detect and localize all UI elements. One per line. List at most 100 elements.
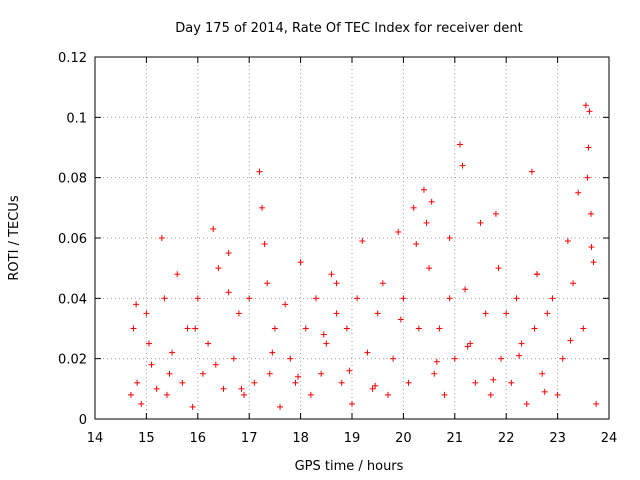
data-point bbox=[413, 241, 420, 248]
data-point bbox=[158, 235, 165, 241]
data-point bbox=[516, 352, 523, 359]
data-point bbox=[464, 343, 471, 350]
data-point bbox=[184, 325, 191, 332]
data-point bbox=[266, 370, 273, 377]
data-point bbox=[586, 108, 593, 115]
data-points bbox=[127, 102, 600, 410]
data-point bbox=[410, 204, 417, 211]
x-tick-label: 24 bbox=[601, 431, 618, 446]
data-point bbox=[395, 228, 402, 235]
data-point bbox=[354, 295, 361, 302]
data-point bbox=[333, 280, 340, 287]
data-point bbox=[433, 358, 440, 365]
data-point bbox=[295, 373, 302, 380]
data-point bbox=[161, 295, 168, 302]
data-point bbox=[426, 265, 433, 272]
x-tick-label: 20 bbox=[395, 431, 412, 446]
data-point bbox=[292, 379, 299, 386]
data-point bbox=[148, 361, 155, 368]
data-point bbox=[487, 391, 494, 398]
data-point bbox=[539, 370, 546, 377]
data-point bbox=[570, 280, 577, 287]
data-point bbox=[145, 340, 152, 347]
data-point bbox=[495, 265, 502, 272]
data-point bbox=[328, 271, 335, 278]
data-point bbox=[415, 325, 422, 332]
data-point bbox=[482, 310, 489, 317]
data-point bbox=[212, 361, 219, 368]
data-point bbox=[323, 340, 330, 347]
data-point bbox=[333, 310, 340, 317]
x-tick-label: 23 bbox=[549, 431, 566, 446]
data-point bbox=[541, 388, 548, 395]
data-point bbox=[271, 325, 278, 332]
data-point bbox=[384, 391, 391, 398]
data-point bbox=[498, 355, 505, 362]
data-point bbox=[477, 219, 484, 226]
data-point bbox=[256, 168, 263, 175]
data-point bbox=[369, 385, 376, 392]
data-point bbox=[420, 186, 427, 193]
data-point bbox=[390, 355, 397, 362]
data-point bbox=[580, 325, 587, 332]
x-tick-label: 19 bbox=[344, 431, 361, 446]
data-point bbox=[436, 325, 443, 332]
data-point bbox=[225, 250, 232, 257]
data-point bbox=[220, 385, 227, 392]
data-point bbox=[582, 102, 589, 109]
data-point bbox=[467, 340, 474, 347]
data-point bbox=[508, 379, 515, 386]
data-point bbox=[431, 370, 438, 377]
data-point bbox=[584, 174, 591, 181]
data-point bbox=[364, 349, 371, 356]
data-point bbox=[588, 210, 595, 217]
data-point bbox=[564, 238, 571, 245]
data-point bbox=[318, 370, 325, 377]
y-tick-label: 0.04 bbox=[58, 292, 87, 307]
x-tick-label: 15 bbox=[138, 431, 155, 446]
data-point bbox=[199, 370, 206, 377]
y-tick-label: 0.08 bbox=[58, 172, 87, 187]
data-point bbox=[559, 355, 566, 362]
data-point bbox=[379, 280, 386, 287]
y-tick-label: 0.12 bbox=[58, 51, 87, 66]
data-point bbox=[428, 198, 435, 205]
data-point bbox=[169, 349, 176, 356]
data-point bbox=[451, 355, 458, 362]
data-point bbox=[513, 295, 520, 302]
data-point bbox=[534, 271, 541, 278]
data-point bbox=[287, 355, 294, 362]
x-tick-label: 18 bbox=[292, 431, 309, 446]
axis-ticks: 14 15 16 17 18 19 20 21 22 23 24 0 0.02 0.04 0.06 0.08 0… bbox=[58, 51, 617, 446]
data-point bbox=[531, 325, 538, 332]
data-point bbox=[423, 219, 430, 226]
data-point bbox=[302, 325, 309, 332]
data-point bbox=[405, 379, 412, 386]
data-point bbox=[134, 379, 141, 386]
data-point bbox=[127, 391, 134, 398]
y-tick-label: 0 bbox=[79, 413, 87, 428]
data-point bbox=[523, 400, 530, 407]
x-tick-label: 14 bbox=[87, 431, 104, 446]
data-point bbox=[205, 340, 212, 347]
data-point bbox=[349, 400, 355, 407]
data-point bbox=[189, 403, 196, 410]
data-point bbox=[554, 391, 561, 398]
data-point bbox=[544, 310, 551, 317]
data-point bbox=[400, 295, 407, 302]
x-tick-label: 22 bbox=[498, 431, 515, 446]
data-point bbox=[210, 225, 217, 232]
data-point bbox=[225, 289, 232, 296]
x-axis-label: GPS time / hours bbox=[295, 459, 404, 474]
data-point bbox=[143, 310, 150, 317]
data-point bbox=[282, 301, 289, 308]
data-point bbox=[575, 189, 582, 196]
data-point bbox=[446, 235, 453, 241]
data-point bbox=[163, 391, 170, 398]
data-point bbox=[153, 385, 160, 392]
data-point bbox=[241, 391, 248, 398]
x-tick-label: 21 bbox=[447, 431, 464, 446]
data-point bbox=[472, 379, 479, 386]
data-point bbox=[130, 325, 137, 332]
